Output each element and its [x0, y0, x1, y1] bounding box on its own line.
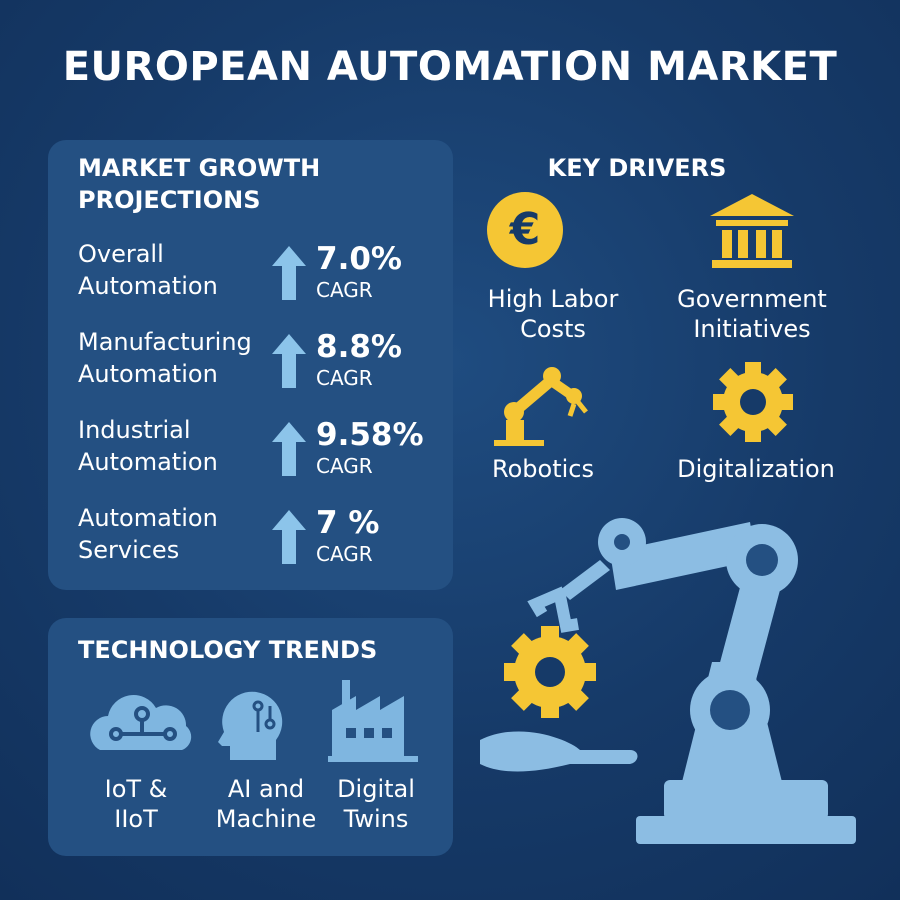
growth-unit: CAGR: [316, 366, 373, 390]
growth-label: Automation Services: [78, 504, 218, 564]
page-title: EUROPEAN AUTOMATION MARKET: [62, 44, 838, 90]
growth-unit: CAGR: [316, 454, 373, 478]
arrow-shape: [272, 422, 306, 476]
up-arrow: [272, 334, 306, 388]
driver-label: Government Initiatives: [677, 285, 827, 343]
drivers-heading: KEY DRIVERS: [547, 154, 727, 182]
head-icon: [218, 691, 283, 760]
growth-label: Industrial Automation: [78, 416, 218, 476]
growth-value: 9.58%: [316, 417, 424, 453]
up-arrow: [272, 246, 306, 300]
arrow-shape: [272, 246, 306, 300]
driver-label: Digitalization: [677, 455, 835, 483]
driver-icons: €: [487, 192, 794, 446]
growth-unit: CAGR: [316, 278, 373, 302]
growth-unit: CAGR: [316, 542, 373, 566]
growth-label: Manufacturing Automation: [78, 328, 252, 388]
trend-label: AI and Machine: [215, 775, 317, 833]
robot-illustration: [480, 518, 856, 844]
growth-value: 7.0%: [316, 241, 402, 277]
growth-heading: MARKET GROWTH PROJECTIONS: [78, 154, 321, 214]
arrow-shape: [272, 510, 306, 564]
government-icon: [710, 194, 794, 268]
growth-value: 7 %: [316, 505, 380, 541]
growth-panel: [48, 140, 453, 590]
trend-label: Digital Twins: [337, 775, 415, 833]
svg-text:€: €: [509, 204, 541, 255]
up-arrow: [272, 422, 306, 476]
trends-heading: TECHNOLOGY TRENDS: [78, 636, 378, 664]
gear-icon: [713, 362, 793, 442]
trend-label: IoT & IIoT: [104, 775, 168, 833]
growth-value: 8.8%: [316, 329, 402, 365]
euro-icon: €: [487, 192, 563, 268]
up-arrow: [272, 510, 306, 564]
robot-icon: [494, 367, 588, 446]
trend-icons: [90, 680, 418, 762]
factory-icon: [328, 680, 418, 762]
growth-label: Overall Automation: [78, 240, 218, 300]
arrow-shape: [272, 334, 306, 388]
cloud-icon: [90, 695, 192, 750]
driver-label: Robotics: [492, 455, 594, 483]
driver-label: High Labor Costs: [487, 285, 619, 343]
